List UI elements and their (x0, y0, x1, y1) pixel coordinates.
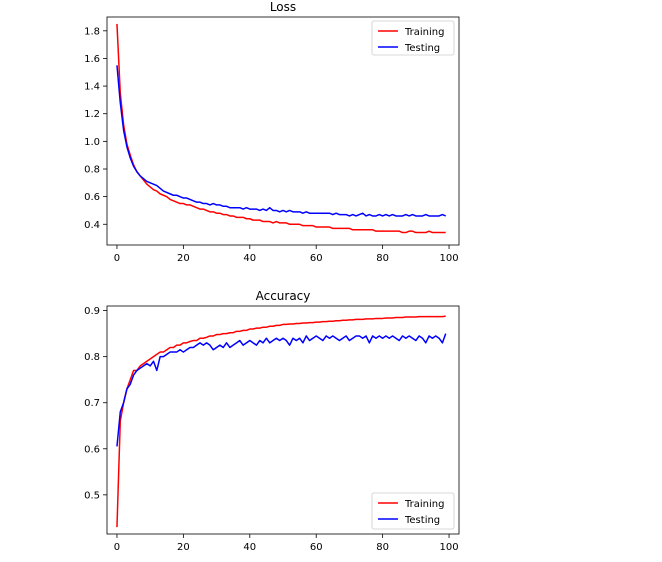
loss-x-tick-label: 40 (243, 253, 256, 264)
accuracy-x-tick-label: 20 (177, 542, 190, 553)
accuracy-legend (371, 492, 455, 530)
loss-y-tick-label: 1.4 (84, 82, 100, 93)
loss-y-tick-label: 0.4 (84, 220, 100, 231)
loss-y-tick-label: 0.6 (84, 192, 100, 203)
accuracy-series-testing-line (116, 333, 447, 447)
loss-series-testing-line (116, 65, 447, 217)
accuracy-x-tick-label: 100 (439, 542, 458, 553)
loss-y-tick-label: 0.8 (84, 165, 100, 176)
loss-title: Loss (270, 0, 296, 14)
loss-x-tick-label: 0 (114, 253, 120, 264)
accuracy-x-tick-label: 0 (114, 542, 120, 553)
accuracy-y-tick-label: 0.8 (84, 352, 100, 363)
loss-y-tick-label: 1.8 (84, 26, 100, 37)
loss-legend-label-testing: Testing (404, 43, 440, 54)
accuracy-x-tick-label: 40 (243, 542, 256, 553)
loss-y-tick-label: 1.6 (84, 54, 100, 65)
accuracy-series-training-line (116, 315, 446, 528)
accuracy-x-tick-label: 80 (376, 542, 389, 553)
loss-series-training-line (116, 23, 446, 234)
accuracy-y-tick-label: 0.6 (84, 444, 100, 455)
loss-axes-frame (106, 16, 460, 246)
loss-x-tick-label: 60 (310, 253, 323, 264)
loss-legend-label-training: Training (404, 27, 444, 38)
accuracy-y-tick-label: 0.5 (84, 490, 100, 501)
loss-y-tick-label: 1.0 (84, 137, 100, 148)
accuracy-chart: Accuracy 0 20 40 60 80 100 0.5 0.6 0.7 0.8 0.9 Train… (84, 289, 460, 553)
loss-y-tick-label: 1.2 (84, 109, 100, 120)
accuracy-y-tick-label: 0.9 (84, 306, 100, 317)
accuracy-x-tick-label: 60 (310, 542, 323, 553)
loss-x-tick-label: 20 (177, 253, 190, 264)
accuracy-y-tick-label: 0.7 (84, 398, 100, 409)
loss-chart: Loss 0 20 40 60 80 100 0.4 0.6 0.8 1.0 1.2 1.4 1.6 1.8… (84, 0, 460, 264)
accuracy-legend-label-testing: Testing (404, 515, 440, 526)
loss-x-tick-label: 100 (439, 253, 458, 264)
accuracy-axes-frame (106, 305, 460, 535)
loss-x-tick-label: 80 (376, 253, 389, 264)
accuracy-legend-label-training: Training (404, 499, 444, 510)
accuracy-title: Accuracy (256, 289, 311, 303)
